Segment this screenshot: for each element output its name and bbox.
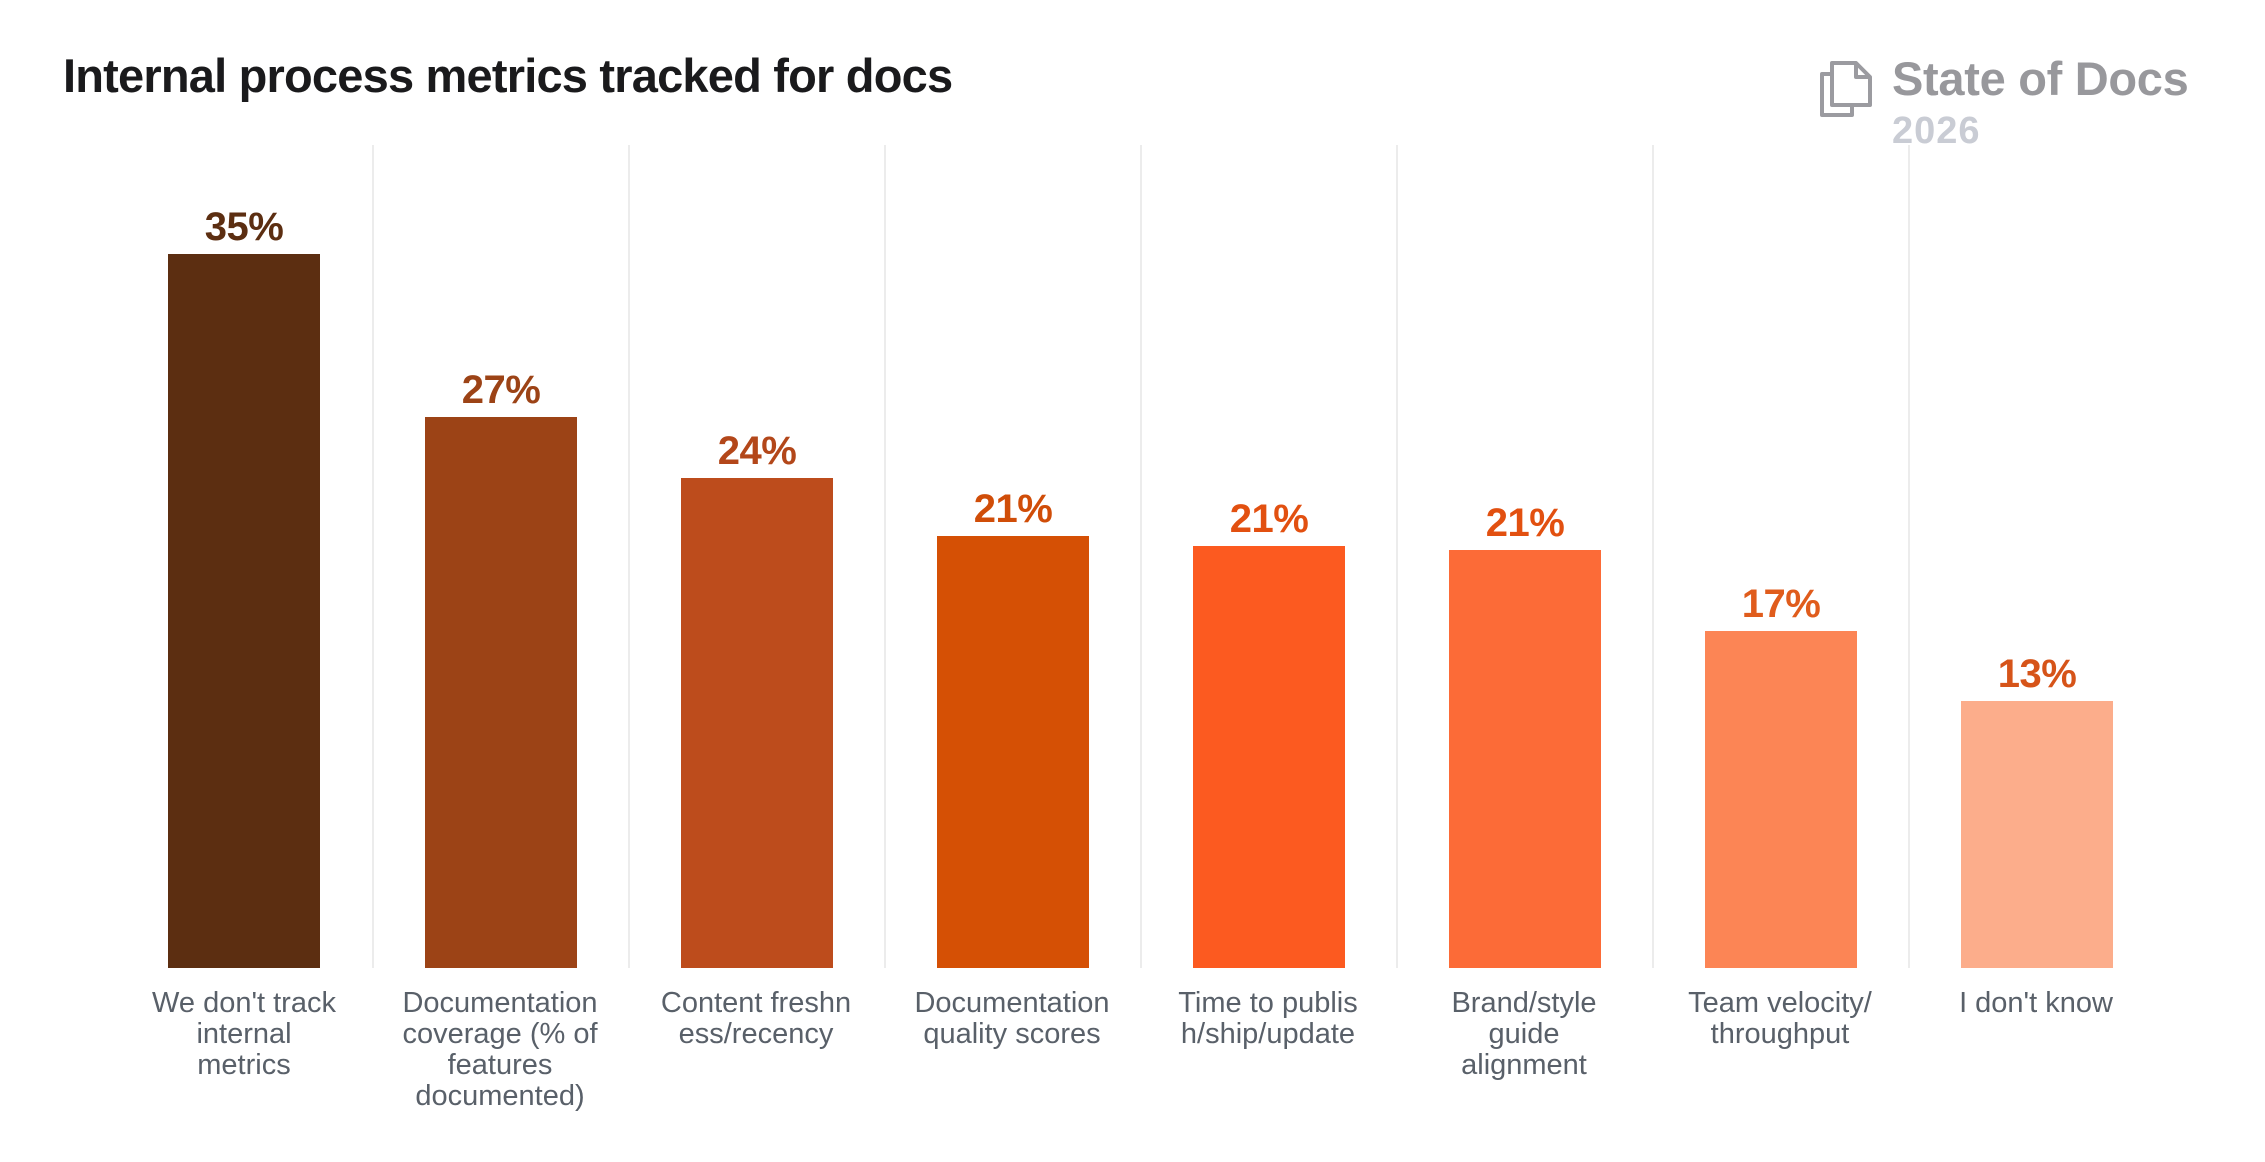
bar-segment <box>1449 550 1601 968</box>
chart-column: 35% <box>116 145 372 968</box>
chart-column: 21% <box>1396 145 1652 968</box>
category-label: Documentation coverage (% of features docum… <box>402 987 598 1112</box>
state-of-docs-logo: State of Docs 2026 <box>1818 52 2189 152</box>
chart-column: 17% <box>1652 145 1908 968</box>
chart-column: 21% <box>884 145 1140 968</box>
logo-wordmark: State of Docs <box>1892 52 2189 105</box>
category-label: Content freshn ess/recency <box>660 987 852 1050</box>
category-label: Team velocity/throughput <box>1688 987 1872 1050</box>
docs-pages-icon <box>1820 61 1872 117</box>
chart-column: 27% <box>372 145 628 968</box>
bar-segment <box>1961 701 2113 968</box>
category-label: Brand/style guide alignment <box>1451 987 1597 1081</box>
bar-value-label: 21% <box>973 487 1053 531</box>
bar-segment <box>1193 546 1345 968</box>
bar-value-label: 27% <box>461 368 541 412</box>
logo-text: State of Docs 2026 <box>1892 52 2189 152</box>
category-label: Documentation quality scores <box>914 987 1110 1050</box>
bar-value-label: 21% <box>1229 497 1309 541</box>
chart-column: 13% <box>1908 145 2164 968</box>
bar-value-label: 13% <box>1997 652 2077 696</box>
bar-value-label: 35% <box>204 205 284 249</box>
chart-column: 24% <box>628 145 884 968</box>
bar-value-label: 24% <box>717 429 797 473</box>
bar-value-label: 21% <box>1485 501 1565 545</box>
category-label: We don't track internal metrics <box>152 987 336 1081</box>
category-label: Time to publis h/ship/update <box>1178 987 1358 1050</box>
bar-segment <box>937 536 1089 968</box>
bar-segment <box>1705 631 1857 968</box>
bar-segment <box>425 417 577 968</box>
chart-column: 21% <box>1140 145 1396 968</box>
plot-area: 35% 27% 24% 21% 21% 21% 17% 13% <box>116 145 2164 968</box>
page-title: Internal process metrics tracked for doc… <box>63 49 953 102</box>
category-label: I don't know <box>1959 987 2113 1019</box>
x-axis-labels: We don't track internal metrics Documentati… <box>116 988 2164 1112</box>
logo-year: 2026 <box>1892 110 1981 152</box>
bar-value-label: 17% <box>1741 582 1821 626</box>
bar-segment <box>681 478 833 968</box>
bar-segment <box>168 254 320 968</box>
